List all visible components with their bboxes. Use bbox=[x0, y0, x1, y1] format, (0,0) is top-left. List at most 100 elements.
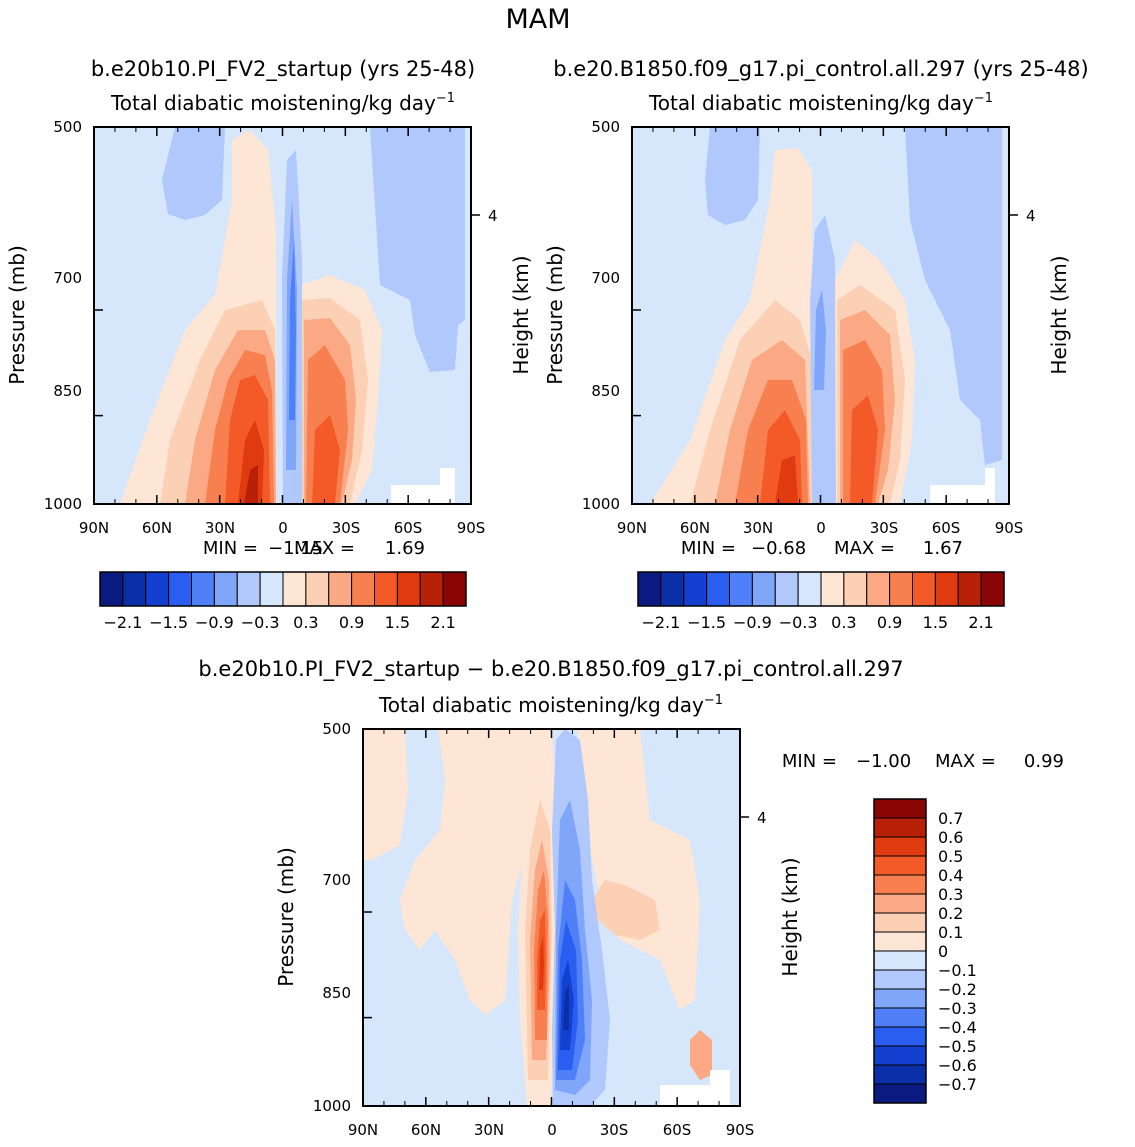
p0-x-tick-label-0: 0 bbox=[278, 519, 288, 537]
panel-bottom-subtitle: Total diabatic moistening/kg day−1 bbox=[378, 693, 723, 717]
p0-pos-region-sh-4 bbox=[312, 415, 340, 504]
p2-colorbar-frame bbox=[873, 798, 927, 1104]
panel-top-left-colorbar: −2.1 −1.5 −0.9 −0.3 0.3 0.9 1.5 2.1 bbox=[99, 571, 467, 632]
p1-neg-region-upper-nh bbox=[705, 127, 760, 225]
p1-min-value: −0.68 bbox=[751, 538, 806, 559]
p2-colorbar-label: 0.1 bbox=[938, 923, 963, 942]
p0-missing-data-mask bbox=[391, 468, 455, 504]
p2-colorbar-label: −0.3 bbox=[938, 999, 977, 1018]
panel-top-left-contour-field bbox=[94, 127, 471, 504]
p1-colorbar-label: 0.3 bbox=[831, 613, 856, 632]
p2-max-label: MAX = bbox=[935, 751, 996, 772]
panel-top-right: b.e20.B1850.f09_g17.pi_control.all.297 (… bbox=[543, 57, 1089, 632]
p0-colorbar-swatch bbox=[442, 571, 467, 607]
p1-colorbar-label: 0.9 bbox=[877, 613, 902, 632]
p2-colorbar-label: −0.5 bbox=[938, 1037, 977, 1056]
p1-x-tick-label-0: 0 bbox=[816, 519, 826, 537]
p1-y-tick-label-1000: 1000 bbox=[582, 495, 620, 513]
p2-pos-blob-sh bbox=[592, 880, 660, 940]
p0-colorbar-swatch bbox=[259, 571, 284, 607]
panel-bottom: b.e20b10.PI_FV2_startup − b.e20.B1850.f0… bbox=[198, 657, 1064, 1139]
p0-neg-core-2 bbox=[289, 240, 296, 420]
p0-colorbar-frame bbox=[99, 571, 467, 607]
p2-colorbar-label: 0.2 bbox=[938, 904, 963, 923]
p2-y-tick-label-700: 700 bbox=[322, 871, 351, 889]
p2-pos-region-west bbox=[363, 729, 408, 860]
p2-pos-region-sh bbox=[578, 729, 700, 1010]
panel-top-left-case-title: b.e20b10.PI_FV2_startup (yrs 25-48) bbox=[91, 57, 475, 82]
panel-top-left-ticks bbox=[93, 126, 480, 505]
p2-pos-blob-far-sh bbox=[690, 1030, 712, 1080]
p1-colorbar-swatch bbox=[980, 571, 1005, 607]
p2-colorbar-swatch bbox=[873, 817, 927, 838]
p0-colorbar-label: 0.9 bbox=[339, 613, 364, 632]
p0-x-tick-label-30s: 30S bbox=[332, 519, 361, 537]
p2-colorbar-swatch bbox=[873, 931, 927, 952]
p2-colorbar-swatch bbox=[873, 988, 927, 1009]
p0-colorbar-swatch bbox=[191, 571, 215, 607]
p0-x-tick-label-90s: 90S bbox=[457, 519, 486, 537]
p1-min-label: MIN = bbox=[681, 538, 736, 559]
p0-right-axis-label: Height (km) bbox=[509, 255, 533, 374]
p0-colorbar-swatch bbox=[168, 571, 192, 607]
p0-max-value: 1.69 bbox=[385, 538, 425, 559]
panel-bottom-subtitle-text: Total diabatic moistening/kg day bbox=[378, 693, 704, 717]
p0-pos-region-nh-6 bbox=[244, 465, 258, 504]
p2-x-tick-label-30n: 30N bbox=[474, 1121, 504, 1139]
p1-x-tick-label-60n: 60N bbox=[680, 519, 710, 537]
p1-pos-region-sh-4 bbox=[850, 395, 878, 504]
p2-colorbar-swatch bbox=[873, 874, 927, 895]
p1-colorbar-swatch bbox=[637, 571, 662, 607]
p0-y-tick-label-700: 700 bbox=[53, 269, 82, 287]
p0-neg-region-sh bbox=[370, 127, 465, 372]
p1-colorbar-swatch bbox=[934, 571, 959, 607]
p0-x-tick-label-60n: 60N bbox=[142, 519, 172, 537]
p1-y-tick-label-500: 500 bbox=[591, 118, 620, 136]
p1-colorbar-swatch bbox=[774, 571, 799, 607]
panel-top-right-subtitle-text: Total diabatic moistening/kg day bbox=[648, 91, 974, 115]
p2-colorbar-label: 0.6 bbox=[938, 828, 963, 847]
p0-min-label: MIN = bbox=[203, 538, 258, 559]
panel-bottom-colorbar: 0.70.60.50.40.30.20.10−0.1−0.2−0.3−0.4−0… bbox=[873, 798, 977, 1104]
panel-top-left: b.e20b10.PI_FV2_startup (yrs 25-48) Tota… bbox=[5, 57, 533, 632]
p2-colorbar-swatch bbox=[873, 1026, 927, 1047]
p2-neg-core-5 bbox=[563, 985, 569, 1030]
p0-height-tick-label: 4 bbox=[488, 207, 498, 225]
p0-colorbar-label: 0.3 bbox=[293, 613, 318, 632]
p1-max-label: MAX = bbox=[834, 538, 895, 559]
p0-colorbar-swatch bbox=[122, 571, 147, 607]
panel-top-left-subtitle: Total diabatic moistening/kg day−1 bbox=[110, 91, 455, 115]
p0-colorbar-label: −0.9 bbox=[195, 613, 234, 632]
p0-y-tick-label-500: 500 bbox=[53, 118, 82, 136]
p2-colorbar-swatch bbox=[873, 1045, 927, 1066]
p0-max-label: MAX = bbox=[294, 538, 355, 559]
p1-colorbar-swatch bbox=[866, 571, 891, 607]
p2-y-tick-label-850: 850 bbox=[322, 984, 351, 1002]
p2-colorbar-label: 0.5 bbox=[938, 847, 963, 866]
p0-colorbar-swatch bbox=[213, 571, 238, 607]
p2-x-tick-label-30s: 30S bbox=[600, 1121, 629, 1139]
p1-colorbar-swatch bbox=[660, 571, 685, 607]
p1-colorbar-swatch bbox=[729, 571, 753, 607]
p1-colorbar-label: −0.9 bbox=[733, 613, 772, 632]
p1-y-tick-label-850: 850 bbox=[591, 382, 620, 400]
p1-colorbar-label: −1.5 bbox=[687, 613, 726, 632]
p0-colorbar-label: −0.3 bbox=[241, 613, 280, 632]
p2-right-axis-label: Height (km) bbox=[778, 857, 802, 976]
p1-colorbar-swatch bbox=[820, 571, 845, 607]
p0-min-value: −1.15 bbox=[268, 538, 323, 559]
p1-x-tick-label-90s: 90S bbox=[995, 519, 1024, 537]
p1-colorbar-label: 1.5 bbox=[923, 613, 948, 632]
p1-height-tick-label: 4 bbox=[1026, 207, 1036, 225]
panel-top-right-subtitle: Total diabatic moistening/kg day−1 bbox=[648, 91, 993, 115]
p2-min-value: −1.00 bbox=[856, 751, 911, 772]
p0-x-tick-label-60s: 60S bbox=[394, 519, 423, 537]
p2-x-tick-label-60n: 60N bbox=[411, 1121, 441, 1139]
p1-colorbar-swatch bbox=[706, 571, 730, 607]
p1-colorbar-swatch bbox=[912, 571, 936, 607]
p2-colorbar-swatch bbox=[873, 798, 927, 819]
p2-colorbar-swatch bbox=[873, 855, 927, 876]
p0-colorbar-swatch bbox=[99, 571, 124, 607]
p2-x-tick-label-90s: 90S bbox=[726, 1121, 755, 1139]
